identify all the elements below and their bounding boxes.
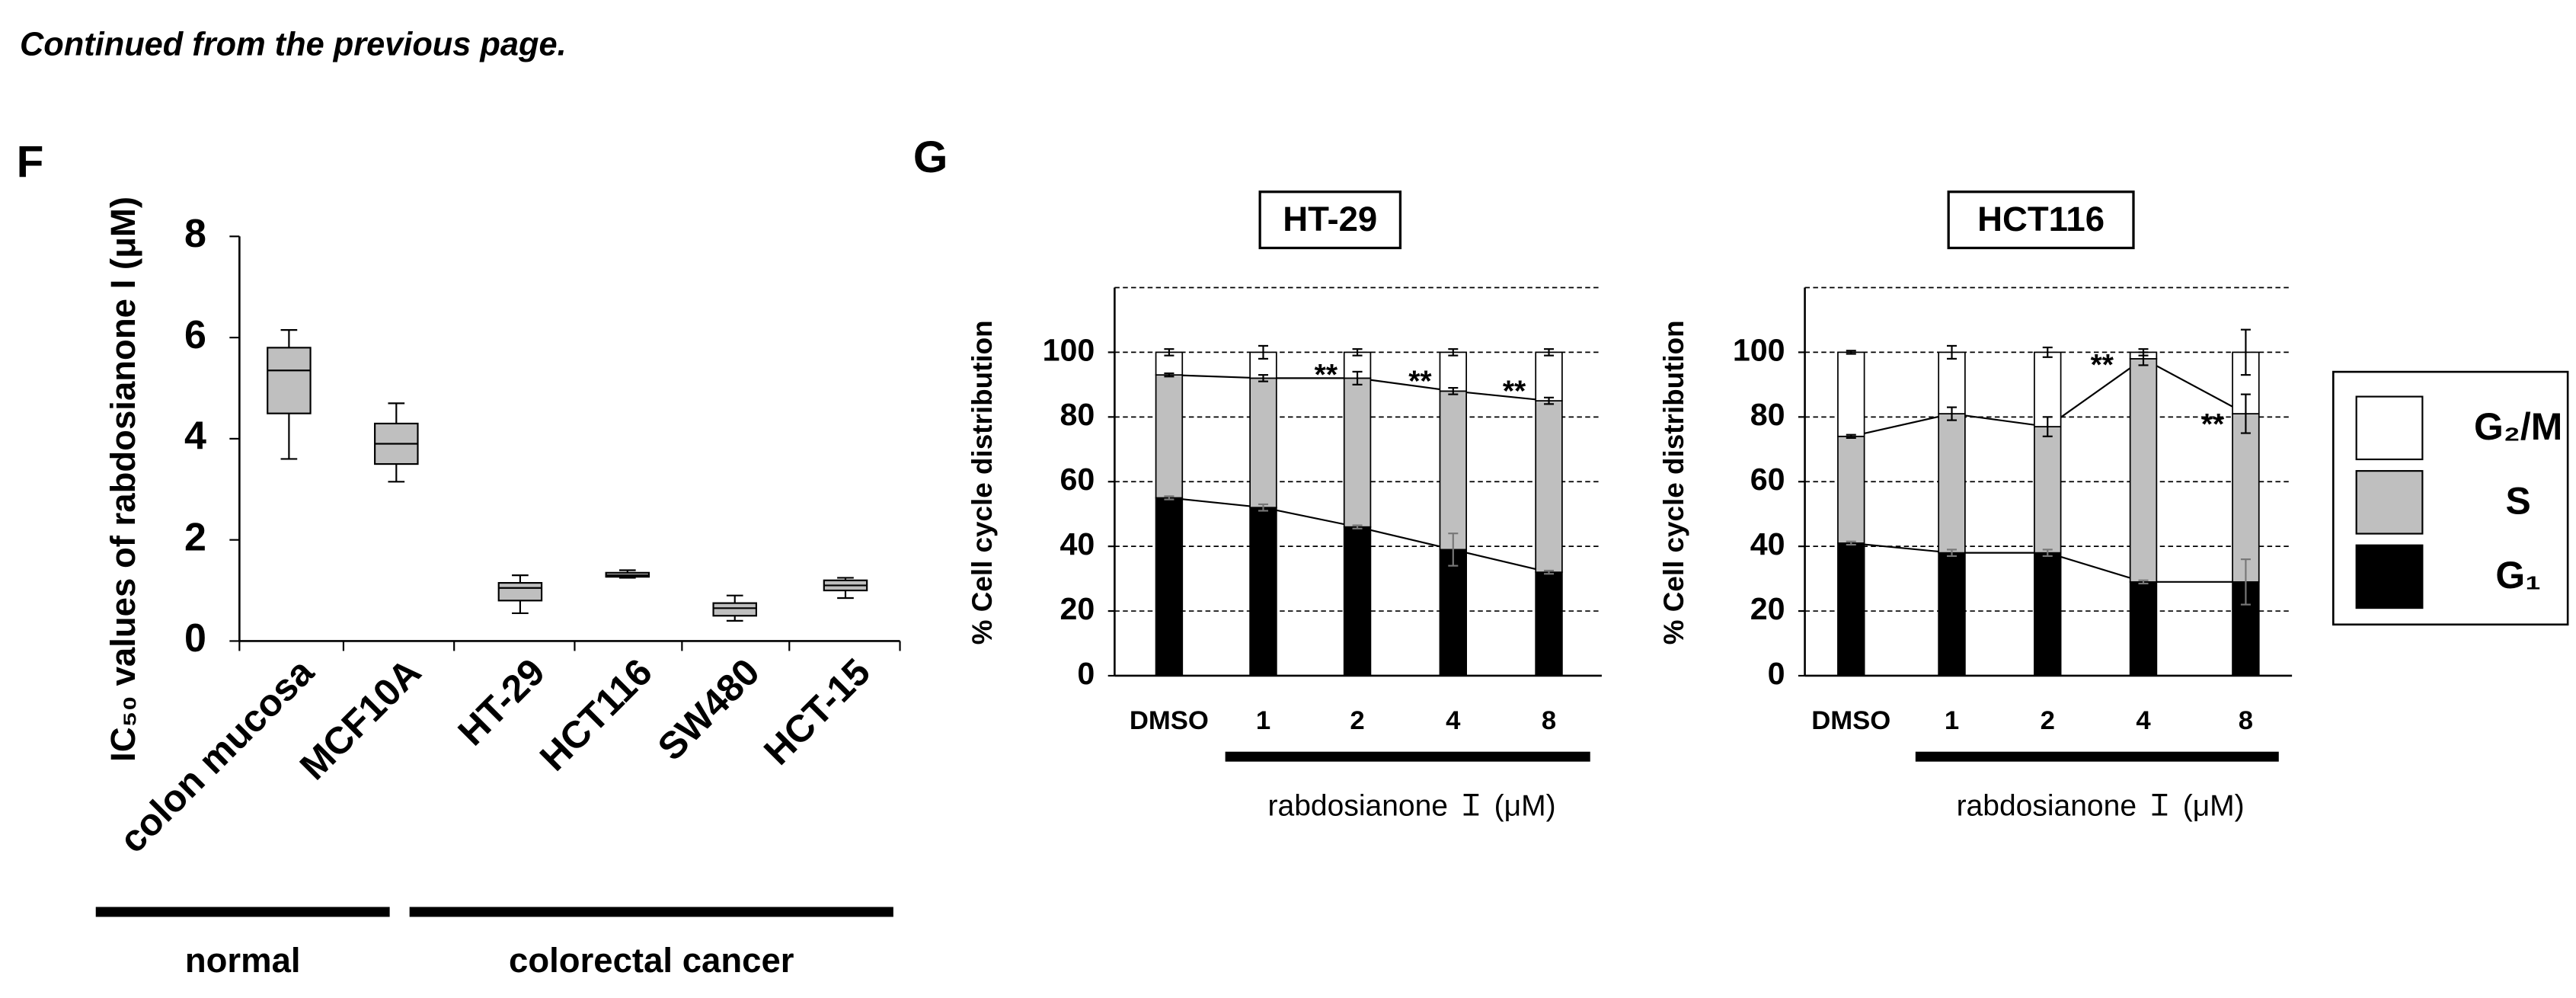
legend-swatch <box>2355 544 2424 609</box>
x-tick-label: 4 <box>1446 706 1461 735</box>
x-tick-label: 2 <box>2041 706 2055 735</box>
bar-segment <box>2129 358 2158 583</box>
annotation: ** <box>2201 408 2225 441</box>
bar-segment <box>1938 413 1966 554</box>
group-label: colorectal cancer <box>509 941 794 980</box>
y-tick-label: 40 <box>1750 526 1785 561</box>
panel-label: G <box>913 133 948 182</box>
y-tick-label: 80 <box>1750 397 1785 432</box>
x-tick-label: 4 <box>2136 706 2151 735</box>
x-tick-label: 8 <box>1542 706 1556 735</box>
annotation: ** <box>1408 366 1432 398</box>
annotation: ** <box>2091 349 2114 382</box>
y-tick-label: 60 <box>1060 462 1095 497</box>
bar-segment <box>1535 400 1563 573</box>
bar-segment <box>1249 507 1277 677</box>
x-axis-label: rabdosianone Ｉ (μM) <box>1268 790 1556 823</box>
bar-segment <box>2232 413 2260 583</box>
bar-segment <box>1837 351 1865 437</box>
bar-segment <box>1439 390 1468 551</box>
group-line <box>409 907 893 917</box>
y-tick-label: 20 <box>1060 591 1095 626</box>
y-tick-label: 6 <box>184 313 206 357</box>
bar-segment <box>1439 351 1468 392</box>
x-tick-label: HCT116 <box>532 651 660 779</box>
bar-segment <box>1249 377 1277 509</box>
legend-label: G₂/M <box>2474 405 2562 448</box>
title-box <box>1947 190 2135 250</box>
group-line <box>95 907 390 917</box>
bar-segment <box>2034 426 2062 554</box>
group-label: normal <box>185 941 301 980</box>
x-tick-label: 2 <box>1350 706 1364 735</box>
bar-segment <box>1938 351 1966 414</box>
y-tick-label: 100 <box>1733 332 1785 367</box>
box <box>497 582 543 602</box>
y-tick-label: 60 <box>1750 462 1785 497</box>
y-tick-label: 0 <box>1768 656 1785 691</box>
panel-label: F <box>17 138 44 187</box>
legend-swatch <box>2355 395 2424 461</box>
bar-segment <box>1837 542 1865 677</box>
x-tick-label: DMSO <box>1811 706 1890 735</box>
bar-segment <box>1155 497 1184 677</box>
y-tick-label: 4 <box>184 414 206 459</box>
bar-segment <box>2034 552 2062 677</box>
chart-title: HT-29 <box>1283 200 1377 238</box>
title-box <box>1258 190 1402 250</box>
x-tick-label: 1 <box>1256 706 1270 735</box>
bar-segment <box>1535 351 1563 401</box>
legend-swatch <box>2355 470 2424 535</box>
x-tick-label: SW480 <box>650 651 768 769</box>
y-tick-label: 20 <box>1750 591 1785 626</box>
bar-segment <box>1155 374 1184 499</box>
group-line <box>1225 751 1590 762</box>
y-tick-label: 100 <box>1043 332 1095 367</box>
bar-segment <box>1938 552 1966 677</box>
y-tick-label: 8 <box>184 212 206 256</box>
bar-segment <box>1535 571 1563 677</box>
y-axis-label: % Cell cycle distribution <box>967 320 998 645</box>
x-axis-label: rabdosianone Ｉ (μM) <box>1957 790 2245 823</box>
x-tick-label: colon mucosa <box>111 650 323 862</box>
chart-title: HCT116 <box>1977 200 2105 238</box>
bar-segment <box>1343 526 1372 677</box>
x-tick-label: DMSO <box>1130 706 1209 735</box>
box <box>267 347 312 414</box>
bar-segment <box>1343 377 1372 528</box>
group-line <box>1915 751 2279 762</box>
legend-label: S <box>2505 480 2530 523</box>
y-tick-label: 0 <box>1077 656 1095 691</box>
bar-segment <box>1837 435 1865 544</box>
y-tick-label: 2 <box>184 515 206 559</box>
bar-segment <box>2129 581 2158 677</box>
y-axis-label: % Cell cycle distribution <box>1658 320 1689 645</box>
x-tick-label: 8 <box>2239 706 2253 735</box>
x-tick-label: HCT-15 <box>756 651 878 773</box>
y-tick-label: 40 <box>1060 526 1095 561</box>
annotation: ** <box>1315 359 1338 392</box>
y-tick-label: 80 <box>1060 397 1095 432</box>
header: Continued from the previous page. <box>20 26 567 62</box>
box <box>712 602 758 617</box>
bar-segment <box>1439 549 1468 677</box>
y-axis-label: IC₅₀ values of rabdosianone I (μM) <box>104 197 142 762</box>
y-tick-label: 0 <box>184 616 206 661</box>
x-tick-label: 1 <box>1945 706 1959 735</box>
bar-segment <box>2034 351 2062 427</box>
legend-label: G₁ <box>2495 554 2540 597</box>
annotation: ** <box>1503 376 1526 408</box>
x-tick-label: HT-29 <box>449 651 553 754</box>
